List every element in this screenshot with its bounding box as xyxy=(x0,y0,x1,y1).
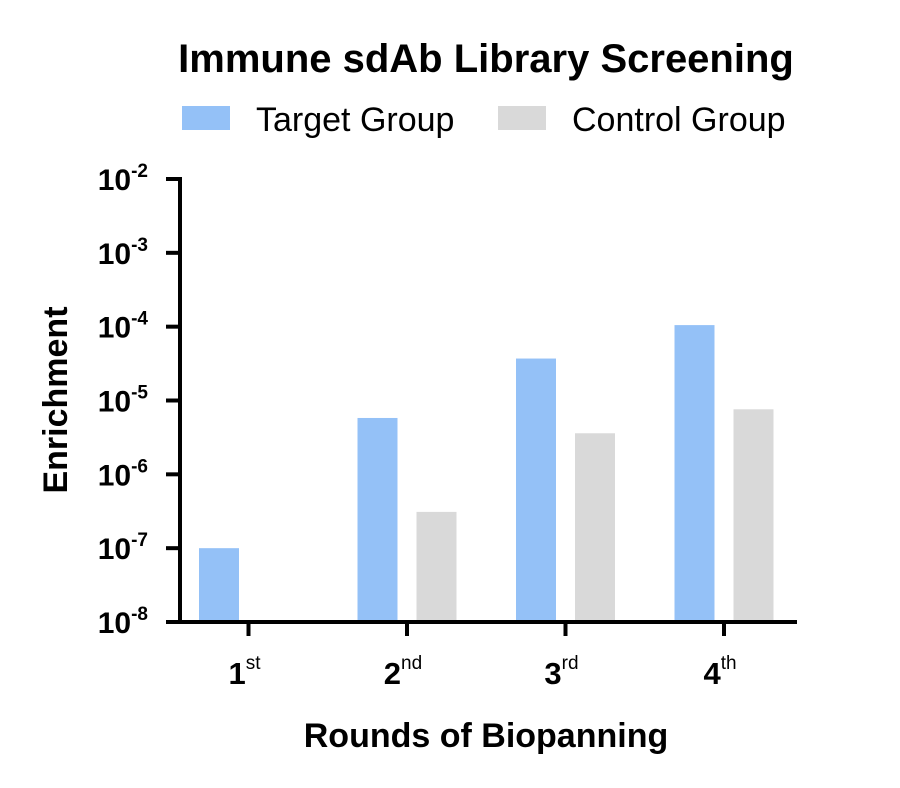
legend-label-control-group: Control Group xyxy=(572,101,786,139)
bars xyxy=(199,325,774,622)
x-axis: 1st 2nd 3rd 4th xyxy=(178,620,797,691)
legend-label-target-group: Target Group xyxy=(256,101,454,139)
x-tick-label-1st: 1st xyxy=(228,653,261,691)
y-tick-label: 10-5 xyxy=(98,383,149,419)
x-axis-title: Rounds of Biopanning xyxy=(304,717,669,755)
bar-target-group-2nd xyxy=(357,417,398,622)
y-tick-label: 10-7 xyxy=(98,530,148,566)
y-tick-label: 10-3 xyxy=(98,235,148,271)
bar-target-group-3rd xyxy=(516,358,556,622)
legend: Target Group Control Group xyxy=(182,101,786,139)
y-tick-label: 10-4 xyxy=(98,309,149,345)
y-axis: 10-2 10-3 10-4 10-5 10-6 10-7 10-8 xyxy=(98,161,182,640)
x-tick-label-4th: 4th xyxy=(703,653,736,691)
legend-swatch-control-group xyxy=(498,106,546,130)
y-tick-label: 10-2 xyxy=(98,161,148,197)
bar-control-group-2nd xyxy=(416,511,457,622)
bar-target-group-4th xyxy=(674,325,715,622)
x-tick-label-3rd: 3rd xyxy=(544,653,578,691)
bar-control-group-3rd xyxy=(575,433,615,622)
bar-control-group-4th xyxy=(733,409,774,622)
y-axis-title: Enrichment xyxy=(37,306,75,493)
legend-swatch-target-group xyxy=(182,106,230,130)
y-tick-label: 10-6 xyxy=(98,456,148,492)
y-tick-label: 10-8 xyxy=(98,604,148,640)
bar-target-group-1st xyxy=(199,548,239,622)
x-tick-label-2nd: 2nd xyxy=(384,653,422,691)
chart-title: Immune sdAb Library Screening xyxy=(178,37,794,81)
